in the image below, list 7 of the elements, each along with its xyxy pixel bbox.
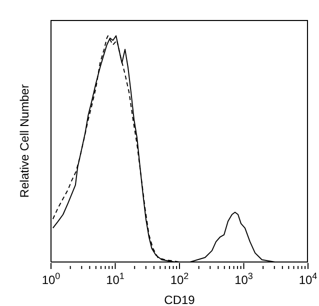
y-axis-title: Relative Cell Number [17,84,32,198]
x-tick-label: 10$^{2}$ [170,271,189,287]
x-tick-label: 10$^{1}$ [106,271,124,287]
x-axis-title: CD19 [164,293,196,306]
x-tick-label: 10$^{4}$ [298,271,318,287]
x-tick-label: 10$^{0}$ [42,271,60,287]
x-tick-label: 10$^{3}$ [234,271,253,287]
